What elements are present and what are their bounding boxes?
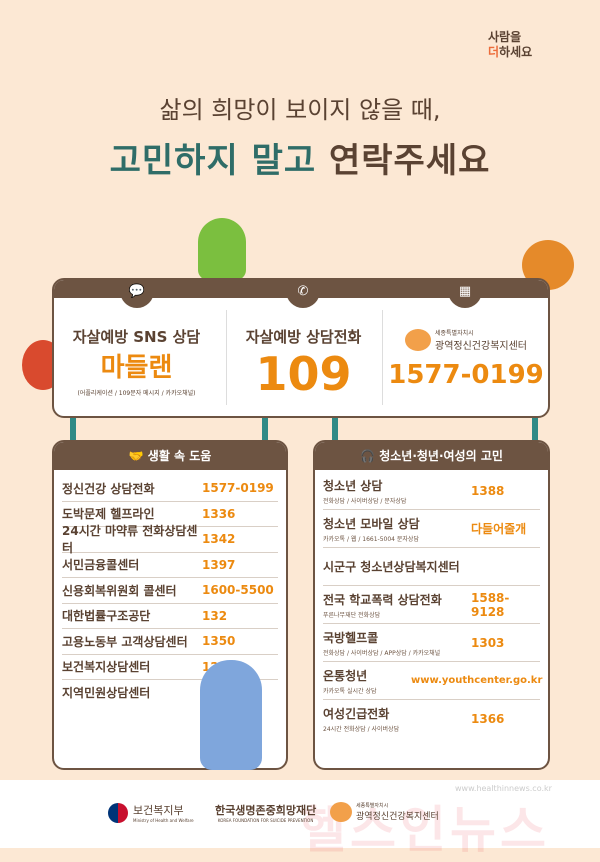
item-name: 여성긴급전화 24시간 전화상담 / 사이버상담 xyxy=(323,707,400,733)
item-number: 1366 xyxy=(471,712,505,726)
main-hotline-panel: 💬 자살예방 SNS 상담 마들랜 (어플리케이션 / 109문자 메시지 / … xyxy=(52,278,550,418)
item-number: 1303 xyxy=(471,635,505,650)
item-name: 보건복지상담센터 xyxy=(62,660,151,675)
mental-health-center: ▦ 세종특별자치시 광역정신건강복지센터 1577-0199 xyxy=(382,280,548,416)
item-name: 청소년 상담 전화상담 / 사이버상담 / 문자상담 xyxy=(323,478,407,505)
youth-women-panel: 🎧 청소년·청년·여성의 고민 청소년 상담 전화상담 / 사이버상담 / 문자상… xyxy=(313,440,550,770)
list-item: 24시간 마약류 전화상담센터 1342 xyxy=(62,524,278,555)
list-item: 청소년 모바일 상담 카카오톡 / 웹 / 1661-5004 문자상담 다들어줄개 xyxy=(323,510,540,548)
watermark-url: www.healthinnews.co.kr xyxy=(455,784,552,793)
item-name: 24시간 마약류 전화상담센터 xyxy=(62,524,198,556)
item-number: 1388 xyxy=(471,483,505,498)
item-number: 1350 xyxy=(202,634,236,649)
item-name: 온통청년 카카오톡 실시간 상담 xyxy=(323,668,377,695)
mohw-logo: 보건복지부 Ministry of Health and Welfare xyxy=(108,802,194,823)
item-number: 1588-9128 xyxy=(471,590,510,619)
item-name: 시군구 청소년상담복지센터 xyxy=(323,560,460,574)
list-item: 도박문제 헬프라인 1336 xyxy=(62,502,278,527)
list-item: 고용노동부 고객상담센터 1350 xyxy=(62,629,278,655)
phone-icon: ✆ xyxy=(286,280,320,308)
handshake-icon: 🤝 xyxy=(128,449,148,463)
item-number: 1577-0199 xyxy=(202,481,274,496)
campaign-logo: 사람을 더하세요 xyxy=(488,30,533,59)
list-item: 대한법률구조공단 132 xyxy=(62,604,278,629)
suicide-hotline: ✆ 자살예방 상담전화 109 xyxy=(226,280,381,416)
list-item: 신용회복위원회 콜센터 1600-5500 xyxy=(62,578,278,604)
footer: www.healthinnews.co.kr 헬스인뉴스 보건복지부 Minist… xyxy=(0,780,600,859)
center-logo xyxy=(405,329,431,351)
item-name: 서민금융콜센터 xyxy=(62,558,140,573)
item-name: 대한법률구조공단 xyxy=(62,609,151,624)
item-name: 신용회복위원회 콜센터 xyxy=(62,583,177,598)
item-number: 132 xyxy=(202,608,228,623)
list-item: 시군구 청소년상담복지센터 xyxy=(323,548,540,586)
mascot-blue xyxy=(200,660,262,770)
list-item: 청소년 상담 전화상담 / 사이버상담 / 문자상담 1388 xyxy=(323,472,540,510)
item-number: 1342 xyxy=(202,532,236,547)
list-item: 전국 학교폭력 상담전화 푸른나무재단 전화상담 1588-9128 xyxy=(323,586,540,624)
list-item: 온통청년 카카오톡 실시간 상담 www.youthcenter.go.kr xyxy=(323,662,543,700)
item-number: 1397 xyxy=(202,557,236,572)
item-name: 도박문제 헬프라인 xyxy=(62,507,155,522)
item-number: 다들어줄개 xyxy=(471,522,527,536)
building-icon: ▦ xyxy=(448,280,482,308)
item-number[interactable]: www.youthcenter.go.kr xyxy=(411,675,543,686)
item-name: 정신건강 상담전화 xyxy=(62,481,155,496)
list-item: 국방헬프콜 전화상담 / 사이버상담 / APP상담 / 카카오채널 1303 xyxy=(323,624,540,662)
item-name: 전국 학교폭력 상담전화 푸른나무재단 전화상담 xyxy=(323,592,442,619)
item-name: 국방헬프콜 전화상담 / 사이버상담 / APP상담 / 카카오채널 xyxy=(323,630,441,657)
watermark: 헬스인뉴스 xyxy=(300,801,550,859)
kfsp-logo: 한국생명존중희망재단 KOREA FOUNDATION FOR SUICIDE P… xyxy=(215,804,317,823)
item-name: 지역민원상담센터 xyxy=(62,686,151,701)
headline-sub: 삶의 희망이 보이지 않을 때, xyxy=(159,96,441,124)
list-item: 여성긴급전화 24시간 전화상담 / 사이버상담 1366 xyxy=(323,700,540,738)
item-number: 1600-5500 xyxy=(202,583,274,598)
item-name: 청소년 모바일 상담 카카오톡 / 웹 / 1661-5004 문자상담 xyxy=(323,516,420,543)
life-help-header: 🤝 생활 속 도움 xyxy=(54,442,286,470)
item-name: 고용노동부 고객상담센터 xyxy=(62,634,188,649)
center-footer-logo: 세종특별자치시 광역정신건강복지센터 xyxy=(330,802,439,822)
youth-header: 🎧 청소년·청년·여성의 고민 xyxy=(315,442,548,470)
sns-counsel: 💬 자살예방 SNS 상담 마들랜 (어플리케이션 / 109문자 메시지 / … xyxy=(54,280,219,416)
chat-icon: 💬 xyxy=(120,280,154,308)
item-number: 1336 xyxy=(202,506,236,521)
mascot-green xyxy=(198,218,246,280)
list-item: 서민금융콜센터 1397 xyxy=(62,553,278,578)
headset-icon: 🎧 xyxy=(360,449,380,463)
headline-main: 고민하지 말고 연락주세요 xyxy=(109,141,491,181)
list-item: 정신건강 상담전화 1577-0199 xyxy=(62,476,278,502)
